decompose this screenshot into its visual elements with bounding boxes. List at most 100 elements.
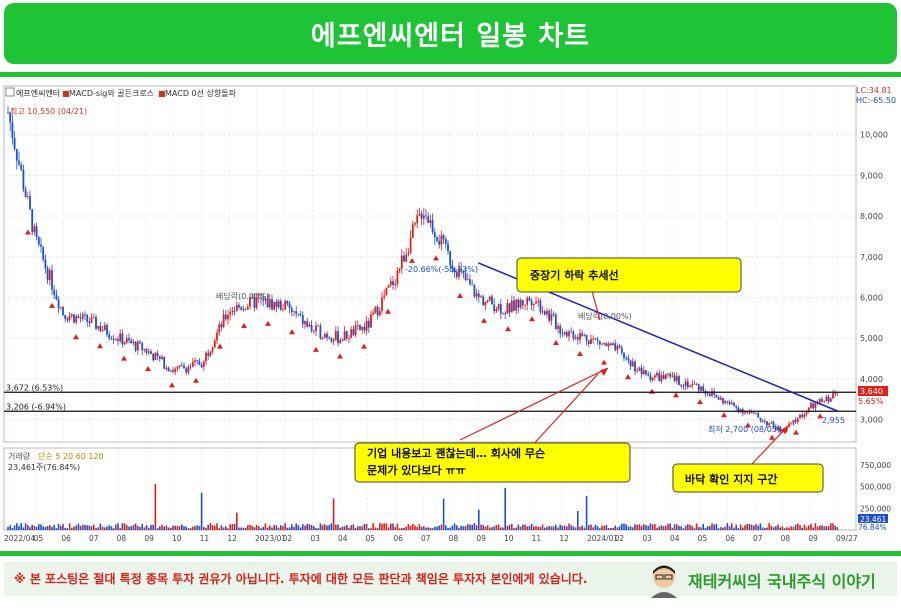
candle-body bbox=[477, 293, 480, 298]
volume-bar bbox=[55, 528, 58, 530]
volume-bar bbox=[517, 524, 520, 530]
volume-bar bbox=[462, 526, 465, 530]
volume-bar bbox=[106, 526, 108, 530]
volume-bar bbox=[60, 525, 62, 530]
candle-body bbox=[761, 420, 764, 422]
volume-bar bbox=[834, 525, 836, 530]
candle-body bbox=[605, 343, 608, 347]
volume-bar bbox=[328, 525, 330, 530]
volume-bar bbox=[449, 527, 451, 530]
volume-bar bbox=[649, 523, 652, 530]
volume-bar bbox=[196, 525, 198, 530]
legend-box-icon bbox=[5, 87, 15, 97]
candle-body bbox=[251, 297, 254, 298]
candle-body bbox=[499, 304, 502, 314]
candle-body bbox=[345, 331, 348, 339]
candle-body bbox=[675, 376, 678, 381]
volume-bar bbox=[821, 525, 823, 530]
buy-signal-icon bbox=[577, 351, 583, 357]
volume-bar bbox=[577, 511, 579, 530]
volume-bar bbox=[148, 527, 150, 530]
buy-signal-icon bbox=[457, 293, 463, 299]
candle-body bbox=[290, 308, 293, 312]
candle-body bbox=[343, 331, 346, 341]
x-tick-label: 11 bbox=[532, 534, 542, 543]
candle-body bbox=[165, 367, 168, 369]
candle-body bbox=[449, 251, 452, 266]
buy-signal-icon bbox=[553, 340, 559, 346]
buy-signal-icon bbox=[793, 429, 799, 435]
volume-bar bbox=[431, 528, 434, 530]
volume-bar bbox=[636, 524, 638, 530]
candle-body bbox=[752, 411, 755, 414]
candle-body bbox=[141, 343, 144, 351]
volume-bar bbox=[214, 525, 216, 530]
candle-body bbox=[473, 284, 476, 297]
volume-bar bbox=[583, 527, 586, 530]
candle-body bbox=[799, 414, 801, 419]
volume-bar bbox=[238, 527, 240, 530]
candle-body bbox=[730, 402, 733, 405]
candle-body bbox=[750, 411, 753, 413]
volume-bar bbox=[277, 527, 280, 530]
candle-body bbox=[466, 279, 469, 281]
volume-bar bbox=[368, 528, 370, 530]
candle-body bbox=[587, 340, 590, 344]
candle-body bbox=[301, 314, 304, 325]
x-tick-label: 12 bbox=[559, 534, 569, 543]
candle-body bbox=[359, 325, 361, 330]
volume-bar bbox=[13, 525, 16, 530]
candle-body bbox=[183, 365, 185, 369]
volume-bar bbox=[495, 524, 498, 530]
volume-bar bbox=[530, 523, 533, 530]
candle-body bbox=[829, 398, 832, 402]
candle-body bbox=[563, 332, 566, 335]
candle-body bbox=[462, 270, 465, 274]
volume-bar bbox=[819, 525, 821, 530]
candle-body bbox=[20, 164, 23, 170]
candle-body bbox=[119, 333, 122, 342]
volume-bar bbox=[623, 523, 625, 530]
candle-body bbox=[598, 340, 601, 345]
candle-body bbox=[796, 418, 799, 422]
candle-body bbox=[493, 304, 496, 312]
candle-body bbox=[218, 324, 221, 333]
candle-body bbox=[172, 370, 174, 372]
buy-signal-icon bbox=[217, 343, 223, 349]
candle-body bbox=[715, 394, 718, 398]
candle-body bbox=[398, 268, 401, 271]
volume-bar bbox=[341, 526, 344, 530]
candle-body bbox=[825, 396, 828, 402]
volume-bar bbox=[361, 526, 363, 530]
volume-bar bbox=[504, 487, 506, 530]
volume-bar bbox=[209, 523, 212, 530]
volume-bar bbox=[335, 524, 337, 530]
candle-body bbox=[189, 366, 192, 368]
volume-bar bbox=[330, 523, 333, 530]
buy-signal-icon bbox=[625, 374, 631, 380]
buy-signal-icon bbox=[73, 334, 79, 340]
candle-body bbox=[106, 325, 108, 335]
candle-body bbox=[154, 352, 157, 361]
volume-bar bbox=[260, 528, 262, 530]
candle-body bbox=[746, 411, 749, 413]
volume-bar bbox=[379, 523, 381, 530]
candle-body bbox=[378, 311, 381, 316]
candle-body bbox=[570, 331, 573, 333]
volume-bar bbox=[779, 527, 781, 530]
volume-bar bbox=[172, 525, 174, 530]
volume-bar bbox=[385, 523, 388, 530]
candle-body bbox=[306, 321, 309, 327]
volume-bar bbox=[337, 524, 339, 530]
volume-bar bbox=[321, 525, 324, 530]
volume-bar bbox=[654, 524, 656, 530]
buy-signal-icon bbox=[169, 382, 175, 388]
volume-bar bbox=[550, 526, 553, 530]
volume-bar bbox=[75, 525, 77, 530]
candle-body bbox=[618, 345, 621, 348]
volume-bar bbox=[777, 524, 779, 530]
volume-bar bbox=[418, 524, 421, 530]
x-tick-label: 07 bbox=[421, 534, 431, 543]
volume-bar bbox=[101, 526, 104, 530]
y-tick-label: 6,000 bbox=[860, 294, 883, 303]
